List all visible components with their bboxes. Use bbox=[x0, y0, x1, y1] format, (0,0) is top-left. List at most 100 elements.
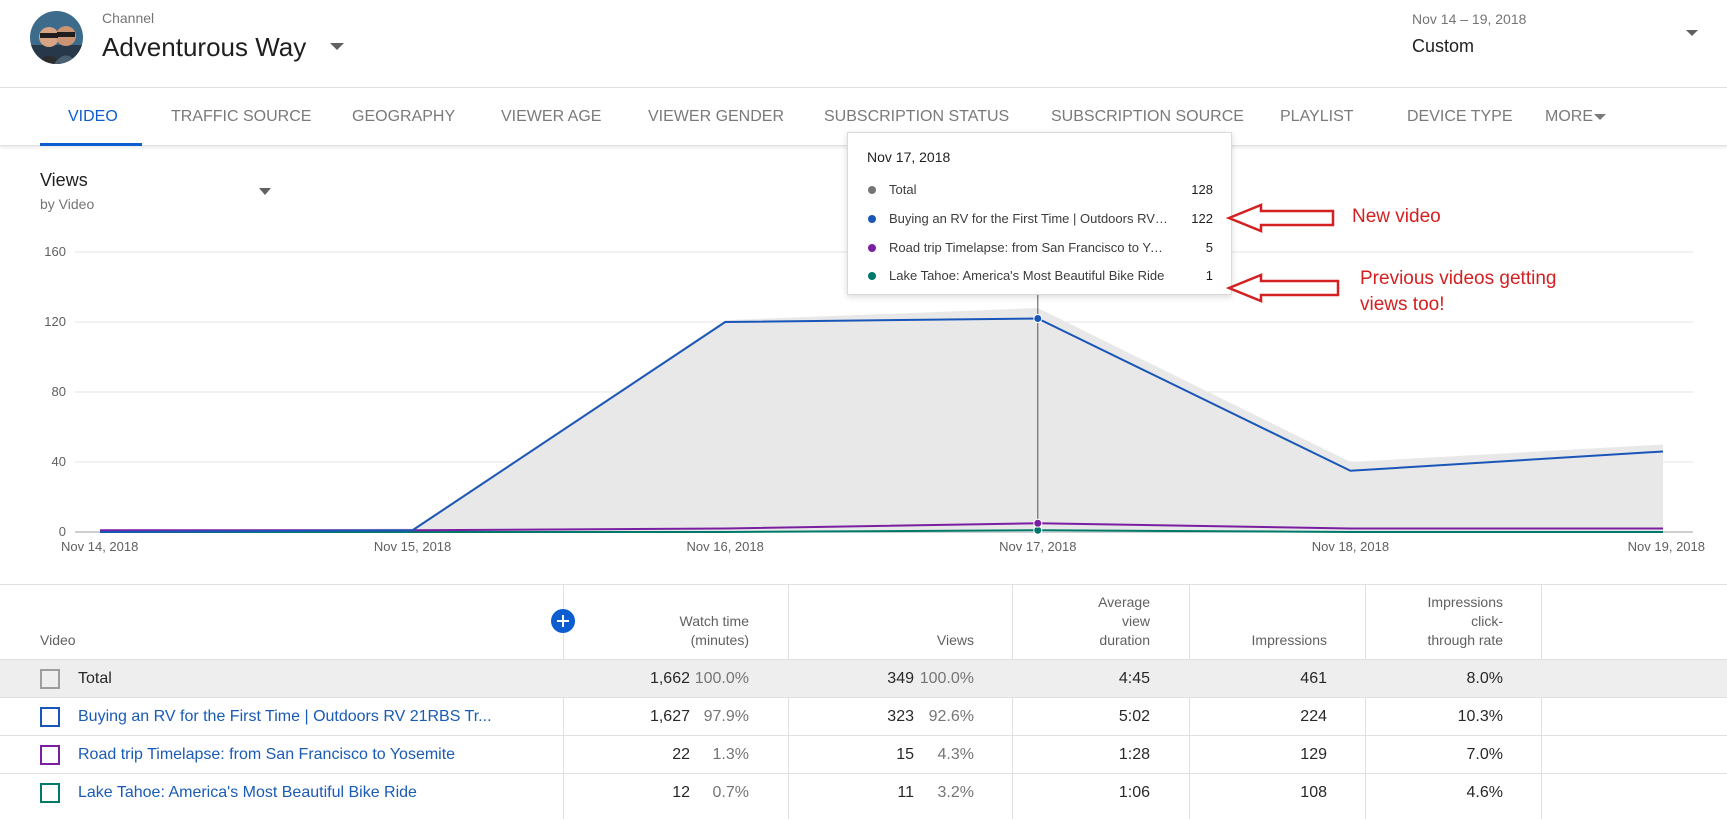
annotation-previous-videos-2: views too! bbox=[1360, 294, 1445, 315]
video-title-link[interactable]: Buying an RV for the First Time | Outdoo… bbox=[78, 708, 492, 725]
header-line: (minutes) bbox=[690, 632, 749, 648]
cell-avg-view-duration: 1:28 bbox=[1118, 746, 1150, 763]
video-table: Video Watch time (minutes) Views Average… bbox=[0, 584, 1727, 819]
tooltip-series-name: Total bbox=[889, 182, 917, 197]
video-title-link[interactable]: Road trip Timelapse: from San Francisco … bbox=[78, 746, 456, 763]
legend-dot-icon bbox=[868, 244, 876, 252]
series-line bbox=[99, 317, 1664, 533]
x-tick-label: Nov 17, 2018 bbox=[999, 539, 1076, 554]
y-tick-label: 40 bbox=[52, 454, 66, 469]
header-line: Watch time bbox=[679, 613, 750, 629]
channel-avatar[interactable] bbox=[30, 11, 83, 64]
tooltip-series-name: Buying an RV for the First Time | Outdoo… bbox=[889, 211, 1169, 226]
legend-dot-icon bbox=[868, 215, 876, 223]
more-dropdown-icon[interactable] bbox=[1594, 114, 1606, 120]
row-checkbox[interactable] bbox=[40, 745, 60, 765]
tooltip-series-value: 122 bbox=[1191, 211, 1213, 226]
metric-subtitle: by Video bbox=[40, 196, 95, 212]
tab-subscription-source[interactable]: SUBSCRIPTION SOURCE bbox=[1051, 108, 1244, 125]
x-tick-label: Nov 19, 2018 bbox=[1628, 539, 1705, 554]
tooltip-series-name: Road trip Timelapse: from San Francisco … bbox=[889, 240, 1169, 255]
row-checkbox[interactable] bbox=[40, 783, 60, 803]
total-area bbox=[100, 308, 1663, 532]
active-tab-indicator bbox=[40, 143, 142, 146]
column-header-views[interactable]: Views bbox=[936, 632, 974, 648]
add-column-icon[interactable] bbox=[551, 609, 575, 633]
cell-ctr: 4.6% bbox=[1466, 784, 1503, 801]
annotation-arrows bbox=[1225, 203, 1340, 303]
metric-dropdown-icon[interactable] bbox=[259, 188, 271, 195]
channel-dropdown-icon[interactable] bbox=[330, 43, 344, 50]
column-divider bbox=[1541, 585, 1542, 819]
cell-views: 323 bbox=[887, 708, 914, 725]
chart-tooltip: Nov 17, 2018 Total 128 Buying an RV for … bbox=[847, 132, 1232, 295]
header-line: click- bbox=[1471, 613, 1503, 629]
channel-name[interactable]: Adventurous Way bbox=[102, 32, 307, 62]
tab-geography[interactable]: GEOGRAPHY bbox=[352, 108, 456, 125]
row-checkbox[interactable] bbox=[40, 669, 60, 689]
column-header-watch-time[interactable]: Watch time (minutes) bbox=[680, 612, 750, 650]
cell-views-pct: 100.0% bbox=[919, 670, 974, 687]
column-divider bbox=[1189, 585, 1190, 819]
x-tick-label: Nov 16, 2018 bbox=[687, 539, 764, 554]
metric-title[interactable]: Views bbox=[40, 170, 88, 190]
date-dropdown-icon[interactable] bbox=[1686, 30, 1698, 36]
dimension-tabs: VIDEO TRAFFIC SOURCE GEOGRAPHY VIEWER AG… bbox=[0, 88, 1727, 146]
video-title-link[interactable]: Lake Tahoe: America's Most Beautiful Bik… bbox=[78, 784, 417, 801]
cell-impressions: 224 bbox=[1300, 708, 1327, 725]
cell-watch-time: 12 bbox=[672, 784, 690, 801]
tab-traffic-source[interactable]: TRAFFIC SOURCE bbox=[171, 108, 312, 125]
tab-subscription-status[interactable]: SUBSCRIPTION STATUS bbox=[824, 108, 1010, 125]
column-header-ctr[interactable]: Impressions click- through rate bbox=[1428, 593, 1504, 650]
column-divider bbox=[1012, 585, 1013, 819]
tooltip-row-video-3: Lake Tahoe: America's Most Beautiful Bik… bbox=[868, 268, 1213, 286]
header-line: through rate bbox=[1427, 632, 1504, 648]
cell-impressions: 461 bbox=[1300, 670, 1327, 687]
table-row: Buying an RV for the First Time | Outdoo… bbox=[0, 697, 1727, 735]
cell-views: 11 bbox=[897, 784, 914, 801]
cell-watch-time: 22 bbox=[672, 746, 690, 763]
cell-avg-view-duration: 1:06 bbox=[1118, 784, 1150, 801]
tooltip-row-total: Total 128 bbox=[868, 182, 1213, 200]
column-divider bbox=[1365, 585, 1366, 819]
tab-viewer-age[interactable]: VIEWER AGE bbox=[501, 108, 602, 125]
arrow-left-icon bbox=[1225, 273, 1340, 303]
cell-views-pct: 92.6% bbox=[928, 708, 974, 725]
legend-dot-icon bbox=[868, 186, 876, 194]
cell-watch-time-pct: 1.3% bbox=[712, 746, 749, 763]
tab-playlist[interactable]: PLAYLIST bbox=[1280, 108, 1354, 125]
annotation-previous-videos: Previous videos getting bbox=[1360, 268, 1557, 289]
column-header-impressions[interactable]: Impressions bbox=[1251, 632, 1327, 648]
y-tick-label: 80 bbox=[52, 384, 66, 399]
x-tick-label: Nov 14, 2018 bbox=[61, 539, 138, 554]
tooltip-row-video-2: Road trip Timelapse: from San Francisco … bbox=[868, 240, 1213, 258]
cell-views: 349 bbox=[887, 670, 914, 687]
tab-viewer-gender[interactable]: VIEWER GENDER bbox=[648, 108, 785, 125]
cell-avg-view-duration: 4:45 bbox=[1118, 670, 1150, 687]
legend-dot-icon bbox=[868, 272, 876, 280]
column-header-video[interactable]: Video bbox=[40, 632, 76, 648]
tab-video[interactable]: VIDEO bbox=[68, 108, 118, 125]
tooltip-series-value: 128 bbox=[1191, 182, 1213, 197]
cell-impressions: 108 bbox=[1300, 784, 1327, 801]
date-range-selector[interactable]: Custom bbox=[1412, 36, 1475, 56]
cell-watch-time-pct: 97.9% bbox=[703, 708, 749, 725]
header-line: duration bbox=[1099, 632, 1150, 648]
cell-impressions: 129 bbox=[1300, 746, 1327, 763]
channel-label: Channel bbox=[102, 10, 155, 26]
cell-watch-time: 1,627 bbox=[649, 708, 690, 725]
column-divider bbox=[563, 585, 564, 819]
y-tick-label: 120 bbox=[44, 314, 66, 329]
tooltip-series-name: Lake Tahoe: America's Most Beautiful Bik… bbox=[889, 268, 1165, 283]
tab-more[interactable]: MORE bbox=[1545, 108, 1593, 125]
tooltip-date: Nov 17, 2018 bbox=[867, 149, 951, 165]
cell-watch-time-pct: 0.7% bbox=[712, 784, 749, 801]
y-tick-label: 160 bbox=[44, 244, 66, 259]
cell-ctr: 10.3% bbox=[1457, 708, 1503, 725]
annotation-new-video: New video bbox=[1352, 206, 1441, 227]
row-checkbox[interactable] bbox=[40, 707, 60, 727]
x-tick-label: Nov 18, 2018 bbox=[1312, 539, 1389, 554]
cell-ctr: 8.0% bbox=[1466, 670, 1503, 687]
column-header-avg-view-duration[interactable]: Average view duration bbox=[1098, 593, 1150, 650]
tab-device-type[interactable]: DEVICE TYPE bbox=[1407, 108, 1513, 125]
